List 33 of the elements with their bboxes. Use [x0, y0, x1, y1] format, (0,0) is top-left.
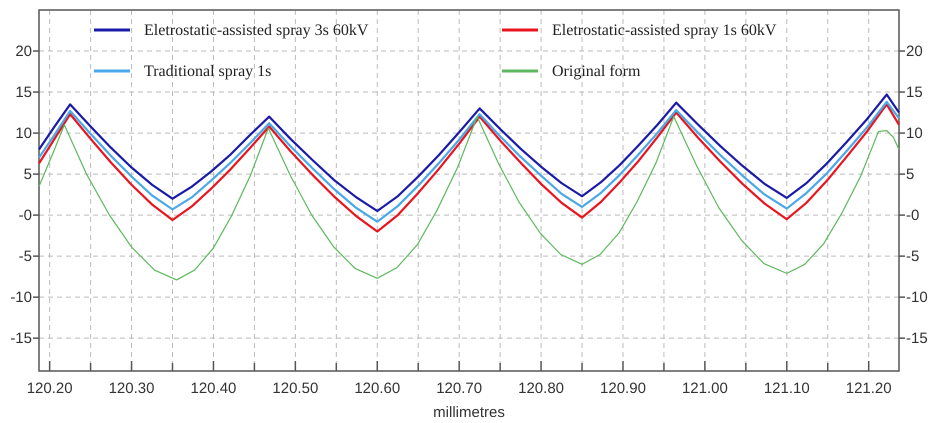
x-tick-label: 121.20	[846, 380, 892, 397]
y2-tick-label: -10	[906, 289, 928, 306]
y2-tick-label: 10	[906, 125, 923, 142]
y-tick-label: 5	[24, 166, 32, 184]
y2-tick-label: 15	[906, 84, 923, 102]
x-tick-label: 120.50	[272, 380, 318, 397]
y2-tick-label: -5	[906, 248, 920, 266]
y-tick-label: -5	[18, 248, 32, 266]
x-tick-label: 120.20	[26, 380, 73, 397]
y-tick-label: -0	[18, 207, 32, 224]
x-tick-label: 121.10	[764, 380, 810, 397]
x-tick-label: 120.90	[600, 380, 646, 397]
line-series	[38, 116, 900, 281]
legend-label: Original form	[552, 63, 641, 80]
x-tick-label: 120.40	[190, 380, 236, 397]
y2-tick-label: 20	[906, 43, 923, 60]
x-tick-label: 120.70	[436, 380, 482, 397]
y-tick-label: 15	[15, 84, 32, 102]
y2-tick-label: -0	[906, 207, 920, 224]
legend-label: Eletrostatic-assisted spray 3s 60kV	[144, 22, 369, 39]
y-tick-label: -15	[10, 330, 32, 348]
y-tick-label: -10	[10, 289, 32, 306]
x-tick-label: 120.80	[518, 380, 564, 397]
x-tick-label: 120.30	[108, 380, 154, 397]
y-tick-label: 10	[15, 125, 32, 142]
y-tick-label: 20	[15, 43, 32, 60]
x-tick-label: 120.60	[354, 380, 400, 397]
y2-tick-label: -15	[906, 330, 928, 348]
legend-label: Eletrostatic-assisted spray 1s 60kV	[552, 22, 777, 39]
x-axis-title: millimetres	[433, 404, 505, 421]
legend-label: Traditional spray 1s	[144, 63, 272, 80]
x-tick-label: 121.00	[682, 380, 728, 397]
y2-tick-label: 5	[906, 166, 914, 184]
